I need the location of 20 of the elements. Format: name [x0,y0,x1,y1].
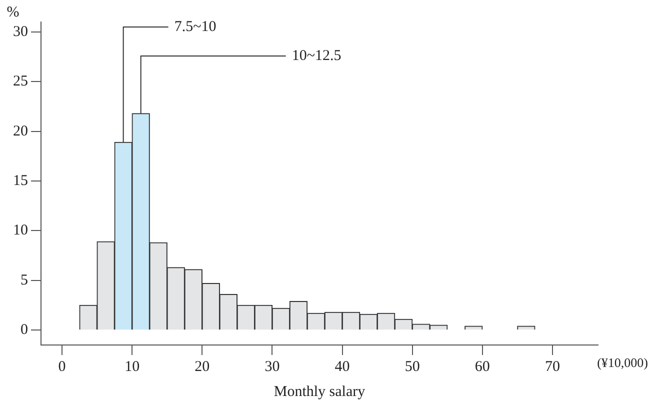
x-tick-label: 20 [194,358,210,375]
x-tick-label: 50 [404,358,420,375]
annotation: 10~12.5 [292,48,342,64]
annotation: 7.5~10 [174,18,216,35]
y-tick-label: 15 [13,172,28,189]
x-tick-label: 10 [124,358,140,375]
x-tick-label: 40 [334,358,350,375]
x-axis-title: Monthly salary [274,384,366,400]
x-tick-label: 70 [544,358,560,375]
y-tick-label: 20 [13,123,28,140]
y-tick-label: 5 [20,272,28,288]
y-tick-label: 25 [13,74,28,90]
y-tick-label: 30 [13,24,28,40]
text: (¥10,000) [597,354,648,370]
y-tick-label: 0 [20,322,28,338]
x-tick-label: 0 [58,358,66,375]
x-tick-label: 30 [264,358,280,375]
x-tick-label: 60 [474,358,490,375]
y-axis-title: % [6,4,20,20]
y-tick-label: 10 [13,222,28,239]
